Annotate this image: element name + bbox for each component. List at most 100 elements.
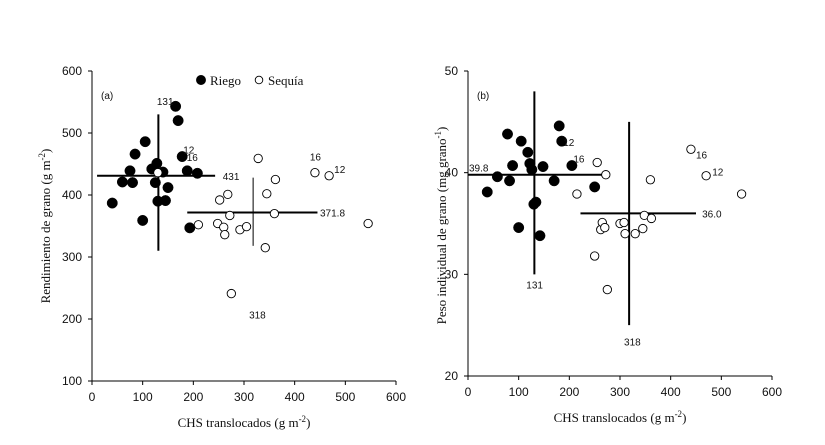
annotation-label: 431 <box>223 172 240 183</box>
annotation-label: 16 <box>310 153 322 164</box>
data-point-riego <box>502 128 513 140</box>
annotation-label: 12 <box>183 146 195 157</box>
data-point-riego <box>589 181 601 193</box>
data-point-riego <box>507 160 519 172</box>
data-point-riego <box>481 186 493 198</box>
y-tick-label: 500 <box>62 126 82 140</box>
annotation-label: 12 <box>712 168 724 179</box>
data-point-sequia <box>600 222 610 233</box>
data-point-riego <box>116 176 128 188</box>
x-tick-label: 300 <box>610 385 630 399</box>
data-point-sequia <box>226 288 236 299</box>
annotation-label: 16 <box>696 150 708 161</box>
data-point-sequia <box>262 189 272 199</box>
annotation-label: 39.8 <box>469 164 489 175</box>
data-point-riego <box>191 167 203 179</box>
data-point-sequia <box>260 243 270 253</box>
data-point-riego <box>556 135 568 147</box>
x-tick-label: 400 <box>661 385 681 399</box>
panel-label: (b) <box>477 91 489 102</box>
data-point-sequia <box>645 175 656 185</box>
data-point-sequia <box>153 168 163 178</box>
legend-marker-sequia <box>254 75 264 85</box>
data-point-sequia <box>572 189 582 199</box>
y-axis-title: Rendimiento de grano (g m-2) <box>37 149 53 304</box>
annotation-label: 16 <box>573 154 585 165</box>
x-tick-label: 0 <box>465 385 472 399</box>
data-point-riego <box>160 195 171 207</box>
data-point-riego <box>184 222 196 234</box>
data-point-riego <box>181 165 193 177</box>
x-tick-label: 100 <box>133 390 153 404</box>
annotation-label: 131 <box>526 281 543 292</box>
data-point-riego <box>515 135 527 147</box>
y-axis-title: Peso individual de grano (mg grano-1) <box>433 127 449 325</box>
annotation-label: 318 <box>624 337 641 348</box>
data-point-sequia <box>602 284 612 295</box>
data-point-riego <box>151 157 163 169</box>
data-point-sequia <box>269 208 280 219</box>
legend-label: Sequía <box>268 73 304 88</box>
data-point-sequia <box>590 251 600 261</box>
data-point-riego <box>491 171 503 183</box>
data-point-sequia <box>592 157 602 168</box>
chart-panel-a: 0 100 200 300 400 500 600 100 200 300 400 500 600 CHS… <box>37 64 406 430</box>
x-tick-label: 400 <box>285 390 305 404</box>
x-tick-label: 500 <box>335 390 355 404</box>
panel-label: (a) <box>101 91 113 102</box>
data-point-riego <box>162 182 174 194</box>
annotation-label: 12 <box>563 138 575 149</box>
data-point-sequia <box>225 210 235 221</box>
data-point-sequia <box>223 189 233 200</box>
x-tick-label: 200 <box>559 385 579 399</box>
data-point-sequia <box>638 223 648 234</box>
data-point-sequia <box>601 170 611 180</box>
data-point-sequia <box>701 171 711 181</box>
legend: Riego Sequía <box>196 73 304 88</box>
y-tick-label: 30 <box>445 267 459 281</box>
y-tick-label: 300 <box>62 250 82 264</box>
x-tick-label: 500 <box>711 385 731 399</box>
x-axis-title: CHS translocados (g m-2) <box>178 414 311 430</box>
data-point-riego <box>170 100 182 112</box>
chart-panel-b: 0 100 200 300 400 500 600 20 30 40 50 CHS transloca… <box>433 64 782 425</box>
x-tick-label: 300 <box>234 390 254 404</box>
annotation-label: 318 <box>249 311 266 322</box>
data-point-riego <box>548 175 560 187</box>
data-point-sequia <box>619 217 629 228</box>
data-point-riego <box>176 151 188 163</box>
data-point-riego <box>124 165 136 177</box>
legend-label: Riego <box>210 73 241 88</box>
data-point-riego <box>139 136 151 148</box>
x-tick-label: 0 <box>89 390 96 404</box>
data-point-riego <box>172 115 184 127</box>
y-tick-label: 50 <box>445 64 459 78</box>
data-point-riego <box>106 197 118 209</box>
data-point-riego <box>129 148 141 160</box>
x-tick-label: 100 <box>509 385 529 399</box>
x-axis-title: CHS translocados (g m-2) <box>554 409 687 425</box>
y-tick-label: 100 <box>62 374 82 388</box>
y-tick-label: 20 <box>445 369 459 383</box>
annotation-label: 36.0 <box>702 209 722 220</box>
y-tick-label: 200 <box>62 312 82 326</box>
data-point-riego <box>149 177 161 189</box>
data-point-sequia <box>630 229 640 239</box>
data-point-riego <box>537 161 549 173</box>
data-point-sequia <box>241 221 252 232</box>
x-tick-label: 600 <box>762 385 782 399</box>
data-point-sequia <box>324 171 334 181</box>
data-point-riego <box>137 214 149 226</box>
annotation-label: 16 <box>187 153 199 164</box>
x-tick-label: 200 <box>183 390 203 404</box>
x-tick-label: 600 <box>386 390 406 404</box>
annotation-label: 12 <box>334 165 346 176</box>
data-point-riego <box>522 146 534 158</box>
data-point-sequia <box>270 174 281 185</box>
data-point-sequia <box>253 153 263 164</box>
y-tick-label: 40 <box>445 166 459 180</box>
data-point-sequia <box>646 213 657 224</box>
data-point-sequia <box>215 195 225 205</box>
data-point-sequia <box>310 168 320 178</box>
